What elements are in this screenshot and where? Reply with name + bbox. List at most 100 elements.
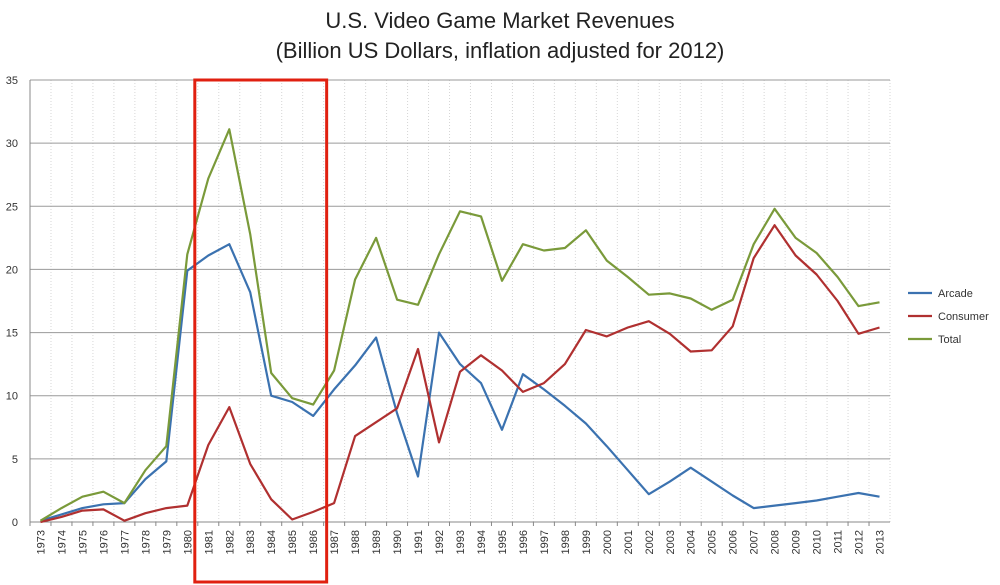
x-tick-label: 2005: [707, 530, 719, 554]
data-point-total: [249, 233, 251, 235]
legend-label-consumer: Consumer: [938, 311, 989, 323]
x-tick-label: 1973: [35, 530, 47, 554]
data-point-total: [752, 243, 754, 245]
data-point-total: [857, 305, 859, 307]
x-tick-label: 1998: [560, 530, 572, 554]
data-point-consumer: [606, 335, 608, 337]
data-point-consumer: [752, 257, 754, 259]
data-point-consumer: [836, 300, 838, 302]
series-line-consumer: [40, 224, 880, 524]
x-tick-label: 2008: [770, 530, 782, 554]
data-point-total: [627, 276, 629, 278]
data-point-arcade: [543, 388, 545, 390]
series-line-total: [39, 128, 880, 522]
data-point-arcade: [522, 373, 524, 375]
x-tick-label: 2012: [854, 530, 866, 554]
data-point-consumer: [773, 224, 775, 226]
data-point-arcade: [752, 507, 754, 509]
series-line-arcade: [40, 243, 880, 522]
data-point-arcade: [438, 331, 440, 333]
x-tick-label: 2004: [686, 530, 698, 554]
data-point-consumer: [543, 382, 545, 384]
y-tick-label: 0: [12, 517, 18, 529]
data-point-consumer: [794, 254, 796, 256]
data-point-consumer: [857, 333, 859, 335]
data-point-consumer: [186, 504, 188, 506]
chart-title: U.S. Video Game Market Revenues: [325, 8, 675, 33]
data-point-total: [794, 237, 796, 239]
x-tick-label: 1995: [497, 530, 509, 554]
data-point-arcade: [312, 415, 314, 417]
x-tick-label: 2000: [602, 530, 614, 554]
data-point-arcade: [291, 401, 293, 403]
data-point-total: [522, 243, 524, 245]
x-tick-label: 2003: [665, 530, 677, 554]
data-point-arcade: [228, 243, 230, 245]
data-point-consumer: [144, 512, 146, 514]
data-point-consumer: [627, 326, 629, 328]
legend-label-arcade: Arcade: [938, 288, 973, 300]
x-tick-label: 1986: [308, 530, 320, 554]
data-point-total: [207, 177, 209, 179]
data-point-arcade: [102, 503, 104, 505]
data-point-consumer: [123, 520, 125, 522]
x-tick-label: 1979: [161, 530, 173, 554]
data-point-total: [165, 445, 167, 447]
data-point-consumer: [375, 421, 377, 423]
data-point-total: [459, 210, 461, 212]
data-point-total: [648, 293, 650, 295]
x-tick-label: 1988: [350, 530, 362, 554]
data-point-arcade: [711, 480, 713, 482]
data-point-arcade: [606, 445, 608, 447]
x-tick-label: 2006: [728, 530, 740, 554]
data-point-arcade: [648, 493, 650, 495]
data-point-arcade: [731, 494, 733, 496]
x-tick-label: 2010: [812, 530, 824, 554]
data-point-consumer: [438, 441, 440, 443]
data-point-arcade: [165, 460, 167, 462]
data-point-consumer: [228, 406, 230, 408]
data-point-consumer: [81, 509, 83, 511]
data-point-total: [417, 304, 419, 306]
data-point-total: [438, 253, 440, 255]
data-point-arcade: [501, 429, 503, 431]
data-point-consumer: [207, 444, 209, 446]
y-tick-label: 5: [12, 454, 18, 466]
data-point-total: [375, 237, 377, 239]
x-tick-label: 1980: [182, 530, 194, 554]
data-point-consumer: [648, 320, 650, 322]
data-point-arcade: [144, 478, 146, 480]
data-point-total: [312, 403, 314, 405]
x-tick-label: 1987: [329, 530, 341, 554]
data-point-total: [291, 397, 293, 399]
data-point-consumer: [354, 435, 356, 437]
data-point-consumer: [249, 463, 251, 465]
data-point-consumer: [312, 511, 314, 513]
x-tick-label: 1993: [455, 530, 467, 554]
x-tick-label: 1976: [98, 530, 110, 554]
x-tick-label: 1992: [434, 530, 446, 554]
data-point-total: [585, 229, 587, 231]
data-point-total: [39, 520, 41, 522]
data-point-total: [396, 299, 398, 301]
data-point-consumer: [417, 348, 419, 350]
data-point-consumer: [396, 407, 398, 409]
data-point-arcade: [417, 475, 419, 477]
data-point-consumer: [815, 273, 817, 275]
data-point-arcade: [857, 492, 859, 494]
data-point-total: [480, 215, 482, 217]
data-point-arcade: [396, 412, 398, 414]
data-point-total: [564, 247, 566, 249]
x-tick-label: 1991: [413, 530, 425, 554]
data-point-total: [333, 369, 335, 371]
y-tick-label: 15: [6, 328, 18, 340]
legend-label-total: Total: [938, 334, 961, 346]
y-tick-label: 30: [6, 138, 18, 150]
data-point-arcade: [81, 507, 83, 509]
data-point-arcade: [270, 395, 272, 397]
data-point-arcade: [815, 499, 817, 501]
data-point-arcade: [354, 364, 356, 366]
data-point-arcade: [480, 382, 482, 384]
x-tick-label: 2007: [749, 530, 761, 554]
